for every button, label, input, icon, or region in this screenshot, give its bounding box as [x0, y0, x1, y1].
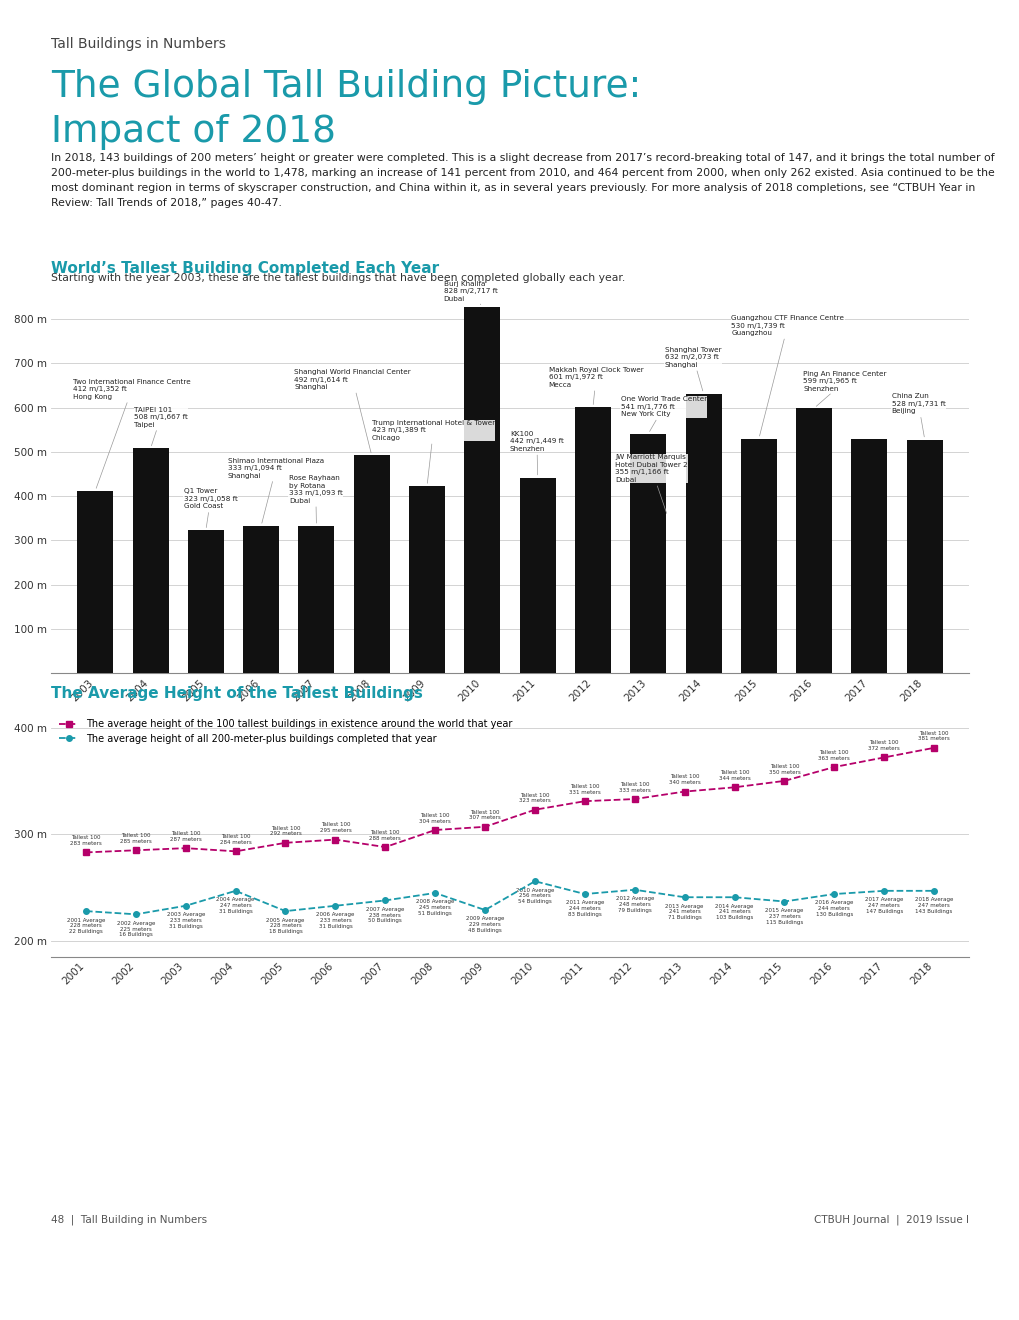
Text: China: China — [257, 1023, 294, 1036]
Text: 2002 Average
225 meters
16 Buildings: 2002 Average 225 meters 16 Buildings — [116, 921, 155, 937]
Text: China Zun
528 m/1,731 ft
Beijing: China Zun 528 m/1,731 ft Beijing — [891, 393, 945, 437]
Text: Tallest 100
287 meters: Tallest 100 287 meters — [170, 830, 202, 842]
Text: 48  |  Tall Building in Numbers: 48 | Tall Building in Numbers — [51, 1214, 207, 1225]
Text: Rose Rayhaan
by Rotana
333 m/1,093 ft
Dubai: Rose Rayhaan by Rotana 333 m/1,093 ft Du… — [288, 475, 342, 523]
Text: Tallest 100
363 meters: Tallest 100 363 meters — [817, 750, 849, 760]
Text: Shanghai World Financial Center
492 m/1,614 ft
Shanghai: Shanghai World Financial Center 492 m/1,… — [294, 370, 411, 453]
Text: 2007 Average
238 meters
50 Buildings: 2007 Average 238 meters 50 Buildings — [366, 907, 405, 924]
Text: World’s Tallest Building Completed Each Year: World’s Tallest Building Completed Each … — [51, 261, 439, 276]
Text: CTBUH Journal  |  2019 Issue I: CTBUH Journal | 2019 Issue I — [813, 1214, 968, 1225]
Bar — [906, 440, 942, 673]
Text: Tallest 100
350 meters: Tallest 100 350 meters — [767, 764, 800, 775]
Text: Starting with the year 2003, these are the tallest buildings that have been comp: Starting with the year 2003, these are t… — [51, 273, 625, 284]
Text: Ping An Finance Center
599 m/1,965 ft
Shenzhen: Ping An Finance Center 599 m/1,965 ft Sh… — [802, 371, 886, 407]
Text: 2006 Average
233 meters
31 Buildings: 2006 Average 233 meters 31 Buildings — [316, 912, 355, 929]
Ellipse shape — [69, 1012, 234, 1168]
Bar — [740, 438, 776, 673]
Text: Q1 Tower
323 m/1,058 ft
Gold Coast: Q1 Tower 323 m/1,058 ft Gold Coast — [183, 488, 237, 528]
Text: completed in 2018.: completed in 2018. — [826, 1107, 941, 1119]
Text: Trump International Hotel & Tower
423 m/1,389 ft
Chicago: Trump International Hotel & Tower 423 m/… — [371, 420, 494, 483]
Text: 2010 Average
256 meters
54 Buildings: 2010 Average 256 meters 54 Buildings — [516, 887, 553, 904]
Text: In 2018, 143 buildings of 200 meters’ height or greater were completed. This is : In 2018, 143 buildings of 200 meters’ he… — [51, 153, 994, 207]
Text: tallest building.: tallest building. — [450, 1134, 542, 1147]
Text: The Average Height of the Tallest Buildings: The Average Height of the Tallest Buildi… — [51, 686, 423, 701]
Text: to complete in 2018. It is: to complete in 2018. It is — [450, 1080, 597, 1093]
Bar — [354, 455, 389, 673]
Text: 2013 Average
241 meters
71 Buildings: 2013 Average 241 meters 71 Buildings — [664, 904, 703, 920]
Text: Tallest 100
372 meters: Tallest 100 372 meters — [867, 741, 899, 751]
Bar — [464, 306, 500, 673]
Text: Tall Buildings in Numbers: Tall Buildings in Numbers — [51, 37, 225, 51]
Text: a lucky number in China.: a lucky number in China. — [257, 1134, 405, 1147]
Text: TAIPEI 101
508 m/1,667 ft
Taipei: TAIPEI 101 508 m/1,667 ft Taipei — [133, 407, 187, 446]
Text: single country, beating its: single country, beating its — [257, 1080, 412, 1093]
Text: One World Trade Center
541 m/1,776 ft
New York City: One World Trade Center 541 m/1,776 ft Ne… — [620, 396, 706, 432]
Text: Tallest 100
323 meters: Tallest 100 323 meters — [519, 792, 550, 804]
Bar — [630, 434, 665, 673]
Text: 88: 88 — [88, 1049, 192, 1122]
Bar — [299, 525, 334, 673]
Text: 2009 Average
229 meters
48 Buildings: 2009 Average 229 meters 48 Buildings — [466, 916, 503, 933]
Text: JW Marriott Marquis
Hotel Dubai Tower 2
355 m/1,166 ft
Dubai: JW Marriott Marquis Hotel Dubai Tower 2 … — [614, 454, 687, 513]
Text: Tallest 100
331 meters: Tallest 100 331 meters — [569, 784, 600, 795]
Text: Burj Khalifa
828 m/2,717 ft
Dubai: Burj Khalifa 828 m/2,717 ft Dubai — [443, 281, 497, 305]
Text: 2016 Average
244 meters
130 Buildings: 2016 Average 244 meters 130 Buildings — [814, 900, 853, 917]
Text: Guangzhou CTF Finance Centre
530 m/1,739 ft
Guangzhou: Guangzhou CTF Finance Centre 530 m/1,739… — [731, 315, 844, 436]
Text: Tallest 100
283 meters: Tallest 100 283 meters — [70, 836, 102, 846]
Text: (18) of: (18) of — [826, 1053, 869, 1065]
Text: 18: 18 — [693, 1049, 797, 1122]
Text: at 528 meters,: at 528 meters, — [560, 1023, 651, 1036]
Text: 2001 Average
228 meters
22 Buildings: 2001 Average 228 meters 22 Buildings — [66, 917, 105, 935]
Text: was the tallest building: was the tallest building — [450, 1053, 588, 1065]
Text: KK100
442 m/1,449 ft
Shenzhen: KK100 442 m/1,449 ft Shenzhen — [510, 430, 564, 475]
Bar — [796, 408, 832, 673]
Text: Impact of 2018: Impact of 2018 — [51, 114, 335, 149]
Text: 2015 Average
237 meters
115 Buildings: 2015 Average 237 meters 115 Buildings — [764, 908, 803, 924]
Text: A record number: A record number — [826, 1023, 925, 1036]
Text: Tallest 100
333 meters: Tallest 100 333 meters — [619, 781, 650, 792]
Text: 2004 Average
247 meters
31 Buildings: 2004 Average 247 meters 31 Buildings — [216, 898, 255, 913]
Text: Tallest 100
285 meters: Tallest 100 285 meters — [120, 833, 152, 843]
Text: recorded 88: recorded 88 — [326, 1023, 400, 1036]
Bar — [132, 449, 168, 673]
Text: Tallest 100
340 meters: Tallest 100 340 meters — [668, 775, 700, 785]
Text: 2003 Average
233 meters
31 Buildings: 2003 Average 233 meters 31 Buildings — [166, 912, 205, 929]
Text: The Global Tall Building Picture:: The Global Tall Building Picture: — [51, 69, 641, 104]
Text: Tallest 100
295 meters: Tallest 100 295 meters — [319, 822, 351, 833]
Text: 2017 Average
247 meters
147 Buildings: 2017 Average 247 meters 147 Buildings — [864, 898, 903, 913]
Text: supertall: supertall — [886, 1053, 945, 1065]
Text: Shanghai Tower
632 m/2,073 ft
Shanghai: Shanghai Tower 632 m/2,073 ft Shanghai — [664, 347, 720, 391]
Text: Tallest 100
381 meters: Tallest 100 381 meters — [917, 730, 949, 742]
Text: 2008 Average
245 meters
51 Buildings: 2008 Average 245 meters 51 Buildings — [416, 899, 453, 916]
Text: own record by two. Eight is: own record by two. Eight is — [257, 1107, 418, 1119]
Bar — [685, 393, 720, 673]
Text: Tallest 100
292 meters: Tallest 100 292 meters — [269, 825, 301, 837]
Text: China Zun,: China Zun, — [450, 1023, 521, 1036]
Text: now the world’s eighth-: now the world’s eighth- — [450, 1107, 590, 1119]
Text: Makkah Royal Clock Tower
601 m/1,972 ft
Mecca: Makkah Royal Clock Tower 601 m/1,972 ft … — [548, 367, 643, 404]
Text: Tallest 100
284 meters: Tallest 100 284 meters — [219, 834, 252, 845]
Bar — [519, 478, 555, 673]
Text: 2018 Average
247 meters
143 Buildings: 2018 Average 247 meters 143 Buildings — [914, 898, 953, 913]
Text: 2012 Average
248 meters
79 Buildings: 2012 Average 248 meters 79 Buildings — [614, 896, 653, 912]
Text: completions, the most by a: completions, the most by a — [257, 1053, 419, 1065]
Text: (300 m+) buildings: (300 m+) buildings — [826, 1080, 952, 1093]
Text: 2005 Average
228 meters
18 Buildings: 2005 Average 228 meters 18 Buildings — [266, 917, 305, 935]
Text: 2011 Average
244 meters
83 Buildings: 2011 Average 244 meters 83 Buildings — [566, 900, 603, 917]
Text: Tallest 100
288 meters: Tallest 100 288 meters — [369, 830, 400, 841]
Legend: The average height of the 100 tallest buildings in existence around the world th: The average height of the 100 tallest bu… — [56, 715, 515, 747]
Text: Tallest 100
304 meters: Tallest 100 304 meters — [419, 813, 450, 824]
Text: Tallest 100
344 meters: Tallest 100 344 meters — [718, 770, 750, 781]
Bar — [187, 531, 223, 673]
Bar — [77, 491, 113, 673]
Bar — [851, 438, 887, 673]
Text: Two International Finance Centre
412 m/1,352 ft
Hong Kong: Two International Finance Centre 412 m/1… — [73, 379, 191, 488]
Bar — [409, 486, 444, 673]
Text: Shimao International Plaza
333 m/1,094 ft
Shanghai: Shimao International Plaza 333 m/1,094 f… — [227, 458, 324, 523]
Bar — [243, 525, 279, 673]
Text: 2014 Average
241 meters
103 Buildings: 2014 Average 241 meters 103 Buildings — [714, 904, 753, 920]
Bar — [575, 408, 610, 673]
Text: Tallest 100
307 meters: Tallest 100 307 meters — [469, 809, 500, 821]
